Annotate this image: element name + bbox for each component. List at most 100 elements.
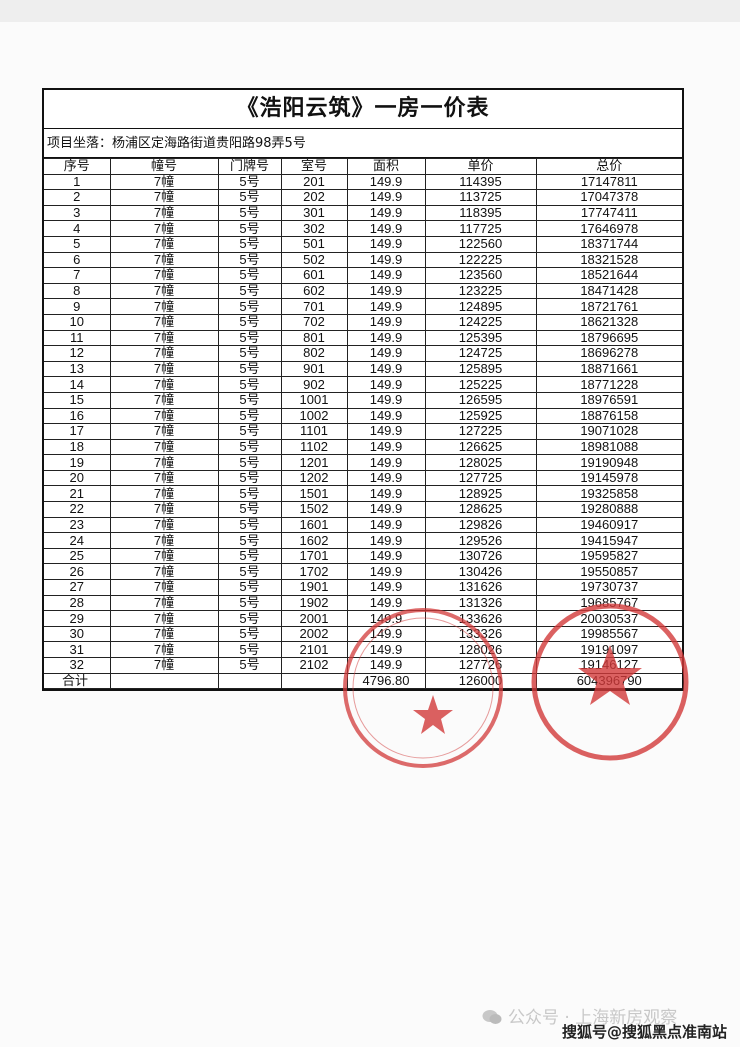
total-cell (280, 672, 348, 690)
table-cell: 27 (44, 579, 111, 596)
table-cell: 19550857 (535, 563, 682, 581)
table-cell: 7幢 (109, 189, 219, 206)
table-cell: 302 (280, 220, 348, 237)
table-cell: 7幢 (109, 516, 219, 534)
table-cell: 7幢 (109, 282, 219, 300)
table-cell: 133626 (424, 610, 537, 627)
table-row: 23 7幢 5号 1601 149.9 129826 19460917 (44, 516, 682, 534)
table-cell: 5号 (217, 329, 282, 347)
table-cell: 30 (44, 625, 111, 643)
table-cell: 127726 (424, 657, 537, 674)
table-cell: 149.9 (346, 329, 426, 347)
table-cell: 7幢 (109, 391, 219, 409)
table-row: 11 7幢 5号 801 149.9 125395 18796695 (44, 329, 682, 347)
table-cell: 7幢 (109, 360, 219, 378)
table-cell: 149.9 (346, 376, 426, 393)
table-cell: 19730737 (535, 579, 682, 596)
sohu-watermark: 搜狐号@搜狐黑点准南站 (562, 1023, 728, 1041)
table-row: 10 7幢 5号 702 149.9 124225 18621328 (44, 313, 682, 331)
table-cell: 19146127 (535, 657, 682, 674)
table-cell: 149.9 (346, 532, 426, 549)
table-row: 24 7幢 5号 1602 149.9 129526 19415947 (44, 532, 682, 549)
table-cell: 7幢 (109, 469, 219, 487)
table-cell: 149.9 (346, 204, 426, 222)
table-cell: 17 (44, 423, 111, 440)
column-header: 门牌号 (217, 158, 282, 175)
table-cell: 149.9 (346, 579, 426, 596)
address-value: 杨浦区定海路街道贵阳路98弄5号 (112, 136, 306, 151)
table-cell: 19145978 (535, 469, 682, 487)
table-row: 20 7幢 5号 1202 149.9 127725 19145978 (44, 469, 682, 487)
table-cell: 5号 (217, 360, 282, 378)
table-cell: 1 (44, 173, 111, 191)
table-cell: 29 (44, 610, 111, 627)
table-cell: 7 (44, 267, 111, 284)
table-cell: 2 (44, 189, 111, 206)
table-cell: 125925 (424, 407, 537, 425)
table-cell: 1501 (280, 485, 348, 503)
table-cell: 5号 (217, 267, 282, 284)
table-cell: 149.9 (346, 423, 426, 440)
table-cell: 3 (44, 204, 111, 222)
scan-top-edge (0, 0, 740, 22)
table-cell: 149.9 (346, 594, 426, 612)
table-cell: 149.9 (346, 501, 426, 518)
table-cell: 18471428 (535, 282, 682, 300)
total-cell: 604396790 (535, 672, 682, 690)
table-cell: 5号 (217, 454, 282, 471)
table-cell: 128026 (424, 641, 537, 658)
table-cell: 2102 (280, 657, 348, 674)
table-row: 8 7幢 5号 602 149.9 123225 18471428 (44, 282, 682, 300)
column-header: 单价 (424, 158, 537, 175)
table-cell: 2101 (280, 641, 348, 658)
table-cell: 1702 (280, 563, 348, 581)
table-cell: 7幢 (109, 423, 219, 440)
table-cell: 133326 (424, 625, 537, 643)
table-cell: 7幢 (109, 485, 219, 503)
table-cell: 17147811 (535, 173, 682, 191)
table-cell: 118395 (424, 204, 537, 222)
price-list-sheet: 《浩阳云筑》一房一价表 项目坐落：杨浦区定海路街道贵阳路98弄5号 序号 幢号 门牌… (42, 88, 684, 692)
table-cell: 149.9 (346, 407, 426, 425)
project-address: 项目坐落：杨浦区定海路街道贵阳路98弄5号 (44, 129, 682, 158)
wechat-watermark-text: 公众号 · 上海新房观察 (508, 1008, 678, 1028)
table-row: 13 7幢 5号 901 149.9 125895 18871661 (44, 360, 682, 378)
table-cell: 18371744 (535, 235, 682, 253)
table-cell: 149.9 (346, 391, 426, 409)
address-label: 项目坐落： (47, 136, 113, 151)
table-cell: 149.9 (346, 641, 426, 658)
table-cell: 5号 (217, 173, 282, 191)
table-cell: 4 (44, 220, 111, 237)
table-cell: 501 (280, 235, 348, 253)
total-cell (109, 672, 219, 690)
table-cell: 149.9 (346, 625, 426, 643)
table-row: 27 7幢 5号 1901 149.9 131626 19730737 (44, 579, 682, 596)
table-cell: 126595 (424, 391, 537, 409)
table-cell: 7幢 (109, 547, 219, 565)
table-cell: 131326 (424, 594, 537, 612)
table-cell: 18521644 (535, 267, 682, 284)
table-cell: 114395 (424, 173, 537, 191)
table-cell: 14 (44, 376, 111, 393)
table-cell: 7幢 (109, 594, 219, 612)
table-row: 9 7幢 5号 701 149.9 124895 18721761 (44, 298, 682, 315)
table-cell: 32 (44, 657, 111, 674)
table-cell: 18871661 (535, 360, 682, 378)
table-cell: 7幢 (109, 454, 219, 471)
table-cell: 702 (280, 313, 348, 331)
table-cell: 5号 (217, 345, 282, 362)
table-cell: 5号 (217, 594, 282, 612)
table-cell: 149.9 (346, 313, 426, 331)
table-cell: 18721761 (535, 298, 682, 315)
table-cell: 125895 (424, 360, 537, 378)
table-cell: 5号 (217, 610, 282, 627)
table-row: 31 7幢 5号 2101 149.9 128026 19191097 (44, 641, 682, 658)
table-cell: 7幢 (109, 563, 219, 581)
table-cell: 7幢 (109, 345, 219, 362)
table-cell: 149.9 (346, 485, 426, 503)
table-row: 12 7幢 5号 802 149.9 124725 18696278 (44, 345, 682, 362)
table-cell: 149.9 (346, 657, 426, 674)
table-cell: 5号 (217, 625, 282, 643)
table-cell: 149.9 (346, 282, 426, 300)
table-cell: 149.9 (346, 547, 426, 565)
